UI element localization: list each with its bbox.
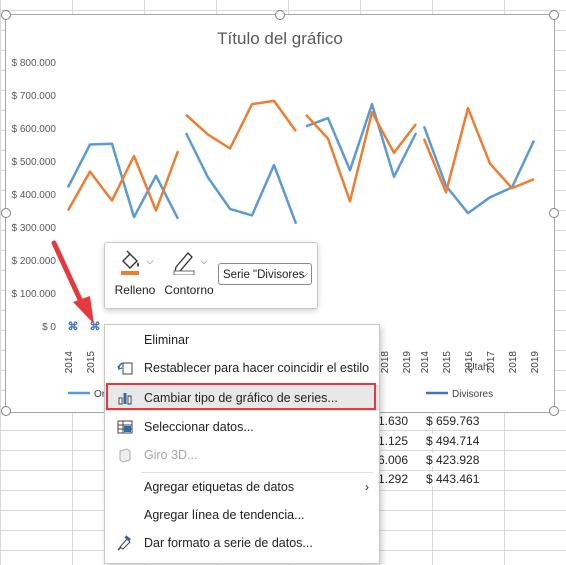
resize-handle[interactable] [1,208,11,218]
context-menu: Eliminar Restablecer para hacer coincidi… [104,324,380,564]
menu-item-label: Agregar etiquetas de datos [144,480,295,494]
submenu-arrow-icon: › [365,480,369,494]
y-tick-label: $ 100.000 [12,289,57,300]
chart-title[interactable]: Título del gráfico [217,29,343,48]
menu-item-reset-style[interactable]: Restablecer para hacer coincidir el esti… [105,355,379,381]
fill-button[interactable]: ⌵ Relleno [113,247,157,303]
x-tick-label: 2014 [64,351,75,374]
menu-item-label: Giro 3D... [144,448,198,462]
y-tick-label: $ 600.000 [12,124,57,135]
resize-handle[interactable] [549,208,559,218]
menu-item-label: Seleccionar datos... [144,420,254,434]
y-tick-label: $ 0 [42,322,56,333]
menu-item-label: Agregar línea de tendencia... [144,508,305,522]
mini-toolbar: ⌵ Relleno ⌵ Contorno Serie "Divisores ⌵ [104,242,318,309]
menu-item-add-trendline[interactable]: Agregar línea de tendencia... [105,502,379,528]
x-tick-label: 2018 [508,351,519,374]
x-tick-label: 2018 [380,351,391,374]
resize-handle[interactable] [549,406,559,416]
y-tick-label: $ 500.000 [12,157,57,168]
menu-item-select-data[interactable]: Seleccionar datos... [105,414,379,440]
menu-item-delete[interactable]: Eliminar [105,327,379,353]
series-line-blue [184,132,298,225]
menu-item-label: Cambiar tipo de gráfico de series... [144,391,338,405]
cell-value[interactable]: $ 443.461 [426,472,496,486]
chevron-down-icon: ⌵ [300,269,308,280]
x-tick-label: 2016 [464,351,475,374]
menu-separator [141,472,373,473]
3d-rotation-icon [119,448,131,463]
y-tick-label: $ 800.000 [12,58,57,69]
series-select[interactable]: Serie "Divisores ⌵ [218,263,312,285]
format-brush-icon [117,535,131,551]
cell-value[interactable]: $ 659.763 [426,414,496,428]
menu-item-label: Restablecer para hacer coincidir el esti… [144,361,370,375]
menu-item-3d-rotation: Giro 3D... [105,442,379,468]
selected-point-marker: ⌘ [90,321,101,333]
x-tick-label: 2017 [486,351,497,374]
line-chart[interactable]: $ 800.000 $ 700.000 $ 600.000 $ 500.000 $ 40… [6,15,554,412]
y-tick-label: $ 700.000 [12,91,57,102]
x-tick-label: 2015 [86,351,97,374]
outline-label: Contorno [164,283,214,297]
series-select-value: Serie "Divisores [223,269,305,281]
series-line-blue [305,102,418,179]
outline-button[interactable]: ⌵ Contorno [163,247,215,303]
series-line-blue [422,125,536,215]
resize-handle[interactable] [1,406,11,416]
y-tick-label: $ 200.000 [12,256,57,267]
series-line-orange [305,110,417,203]
menu-item-format-data-series[interactable]: Dar formato a serie de datos... [105,530,379,556]
legend-label: Or [94,389,106,400]
menu-item-label: Dar formato a serie de datos... [144,536,313,550]
selected-point-marker: ⌘ [68,321,79,333]
highlight-box [106,383,376,410]
pen-outline-icon [173,252,195,275]
reset-style-icon [117,362,133,375]
resize-handle[interactable] [549,10,559,20]
cell-value[interactable]: $ 423.928 [426,453,496,467]
cell-value[interactable]: $ 494.714 [426,434,496,448]
y-tick-label: $ 400.000 [12,190,57,201]
resize-handle[interactable] [275,10,285,20]
fill-label: Relleno [114,283,156,297]
series-line-orange [185,99,298,150]
series-line-orange [422,106,535,194]
menu-item-add-data-labels[interactable]: Agregar etiquetas de datos › [105,474,379,500]
paint-bucket-icon [120,250,139,275]
y-tick-label: $ 300.000 [12,223,57,234]
series-line-orange [66,150,180,212]
menu-item-label: Eliminar [144,333,190,347]
legend-label: Divisores [452,389,493,400]
x-tick-label: 2014 [420,351,431,374]
x-tick-label: 2015 [442,351,453,374]
chart-type-icon [118,393,132,405]
x-tick-label: 2019 [402,351,413,374]
menu-item-change-series-chart-type[interactable]: Cambiar tipo de gráfico de series... [105,385,379,411]
x-tick-label: 2019 [530,351,541,374]
select-data-icon [117,420,133,434]
group-label: Utah [467,362,488,373]
resize-handle[interactable] [1,10,11,20]
